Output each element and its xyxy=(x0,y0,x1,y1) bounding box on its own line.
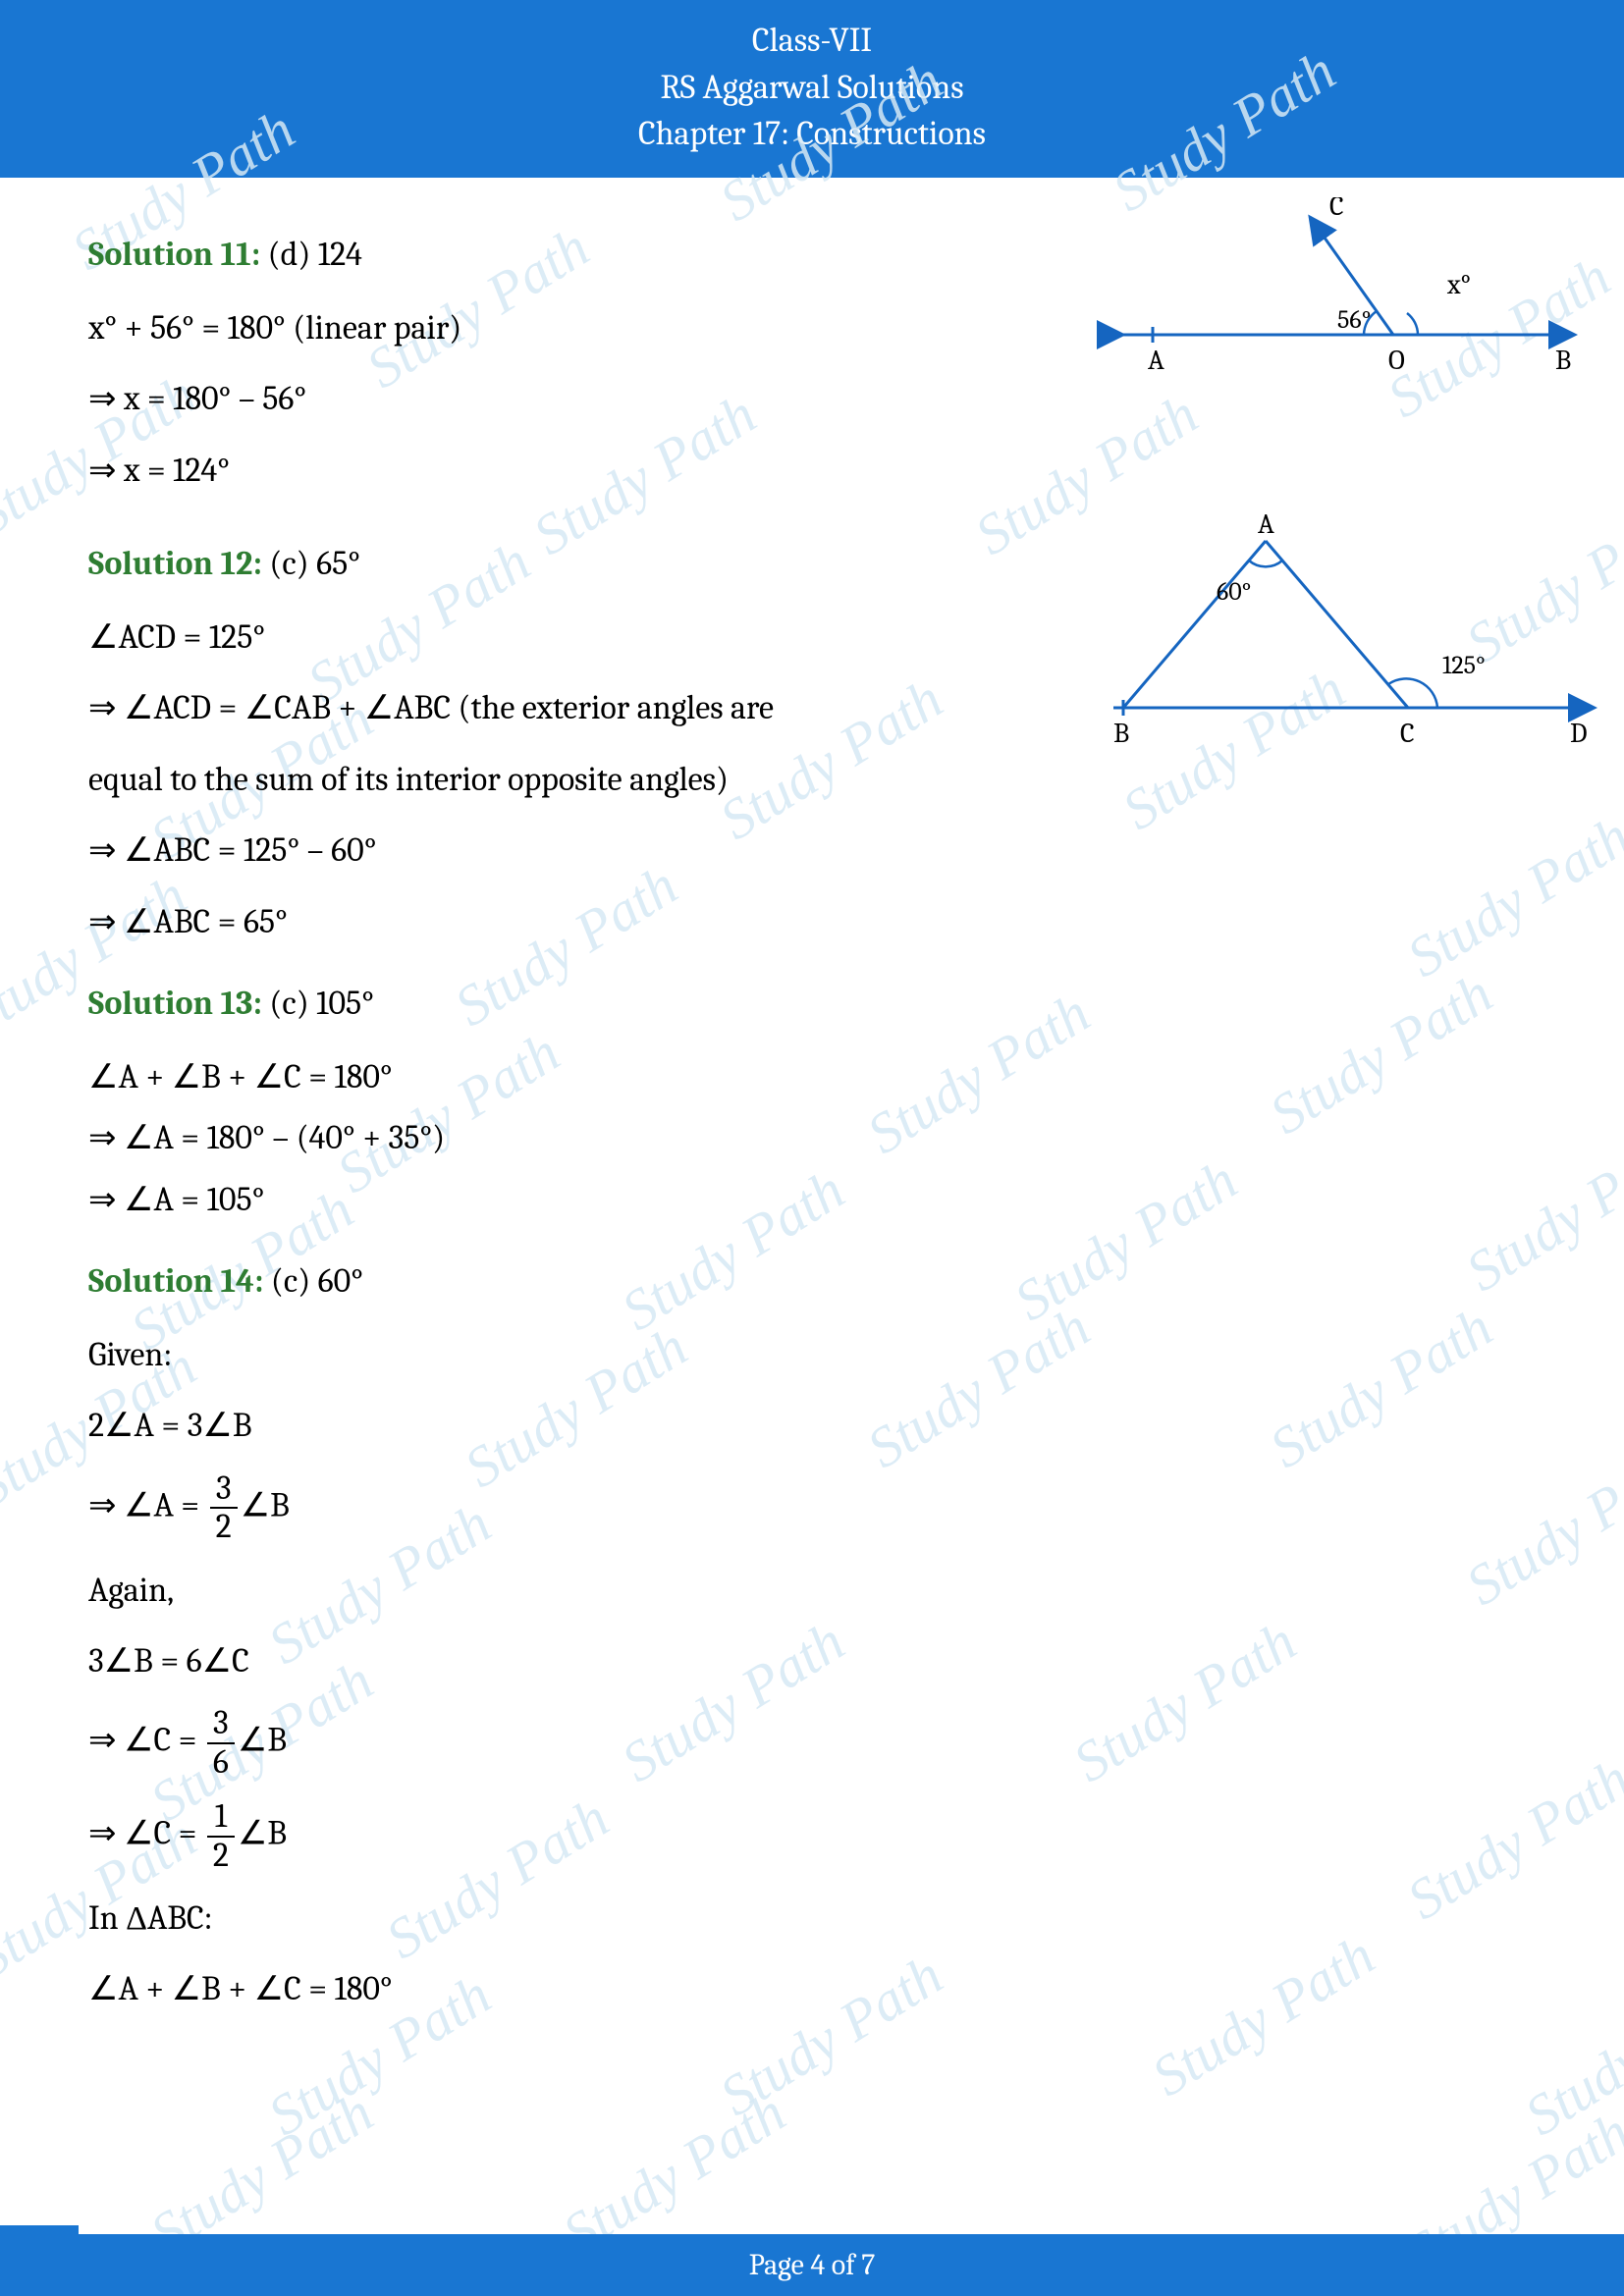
svg-text:x°: x° xyxy=(1446,269,1471,300)
diagram-12-svg: A 60° 125° B C D xyxy=(1074,511,1624,757)
svg-text:A: A xyxy=(1258,511,1274,540)
svg-text:B: B xyxy=(1555,345,1571,376)
solution-12-answer: (c) 65° xyxy=(262,544,360,583)
solution-13-answer: (c) 105° xyxy=(262,984,374,1023)
solution-14-line: ⇒ ∠C = 36∠B xyxy=(88,1705,1536,1781)
svg-text:D: D xyxy=(1570,718,1588,749)
eq-prefix: ⇒ ∠A = xyxy=(88,1485,207,1524)
denominator: 6 xyxy=(207,1744,235,1781)
solution-11-answer: (d) 124 xyxy=(260,235,362,274)
diagram-11-svg: C x° 56° A O B xyxy=(1094,197,1604,394)
solution-14-inabc: In ΔABC: xyxy=(88,1892,1536,1945)
svg-text:C: C xyxy=(1400,718,1415,749)
solution-14-line: ∠A + ∠B + ∠C = 180° xyxy=(88,1962,1536,2015)
header-line-1: Class-VII xyxy=(0,18,1624,65)
svg-text:56°: 56° xyxy=(1337,305,1371,335)
solution-14-given: Given: xyxy=(88,1328,1536,1381)
eq-suffix: ∠B xyxy=(238,1721,287,1760)
numerator: 1 xyxy=(207,1798,235,1837)
footer-text: Page 4 of 7 xyxy=(749,2248,876,2282)
solution-14-line: 2∠A = 3∠B xyxy=(88,1399,1536,1452)
solution-12-line: ⇒ ∠ABC = 125° – 60° xyxy=(88,824,1536,877)
solution-14-answer: (c) 60° xyxy=(263,1261,363,1301)
header-line-3: Chapter 17: Constructions xyxy=(0,111,1624,158)
page-content: Solution 11: (d) 124 x° + 56° = 180° (li… xyxy=(0,178,1624,2016)
eq-suffix: ∠B xyxy=(241,1485,290,1524)
svg-text:B: B xyxy=(1113,718,1129,749)
eq-suffix: ∠B xyxy=(238,1814,287,1853)
svg-text:A: A xyxy=(1148,345,1164,376)
solution-14-again: Again, xyxy=(88,1564,1536,1617)
page-footer: Page 4 of 7 xyxy=(0,2234,1624,2296)
numerator: 3 xyxy=(207,1705,235,1743)
eq-prefix: ⇒ ∠C = xyxy=(88,1721,204,1760)
solution-14-label: Solution 14: xyxy=(88,1261,263,1301)
solution-13-line: ⇒ ∠A = 180° – (40° + 35°) xyxy=(88,1111,1536,1164)
solution-14-heading: Solution 14: (c) 60° xyxy=(88,1261,1536,1301)
header-line-2: RS Aggarwal Solutions xyxy=(0,65,1624,112)
diagram-11: C x° 56° A O B xyxy=(1094,197,1604,398)
fraction: 32 xyxy=(210,1470,238,1546)
solution-11-line: ⇒ x = 124° xyxy=(88,444,1536,497)
solution-14-line: ⇒ ∠C = 12∠B xyxy=(88,1798,1536,1874)
svg-text:125°: 125° xyxy=(1442,651,1486,680)
svg-text:O: O xyxy=(1388,345,1405,376)
solution-13-label: Solution 13: xyxy=(88,984,262,1023)
solution-14-line: 3∠B = 6∠C xyxy=(88,1634,1536,1687)
denominator: 2 xyxy=(207,1838,235,1874)
page-header: Class-VII RS Aggarwal Solutions Chapter … xyxy=(0,0,1624,178)
solution-13-line: ⇒ ∠A = 105° xyxy=(88,1173,1536,1226)
numerator: 3 xyxy=(210,1470,238,1509)
fraction: 36 xyxy=(207,1705,235,1781)
solution-13-heading: Solution 13: (c) 105° xyxy=(88,984,1536,1023)
solution-13-line: ∠A + ∠B + ∠C = 180° xyxy=(88,1050,1536,1103)
solution-14-line: ⇒ ∠A = 32∠B xyxy=(88,1470,1536,1546)
eq-prefix: ⇒ ∠C = xyxy=(88,1814,204,1853)
svg-text:60°: 60° xyxy=(1217,577,1251,607)
solution-12-line: ⇒ ∠ABC = 65° xyxy=(88,895,1536,948)
solution-12-label: Solution 12: xyxy=(88,544,262,583)
fraction: 12 xyxy=(207,1798,235,1874)
svg-text:C: C xyxy=(1329,197,1344,222)
denominator: 2 xyxy=(210,1509,238,1545)
diagram-12: A 60° 125° B C D xyxy=(1074,511,1624,761)
solution-12-line: equal to the sum of its interior opposit… xyxy=(88,753,1536,806)
solution-11-label: Solution 11: xyxy=(88,235,260,274)
